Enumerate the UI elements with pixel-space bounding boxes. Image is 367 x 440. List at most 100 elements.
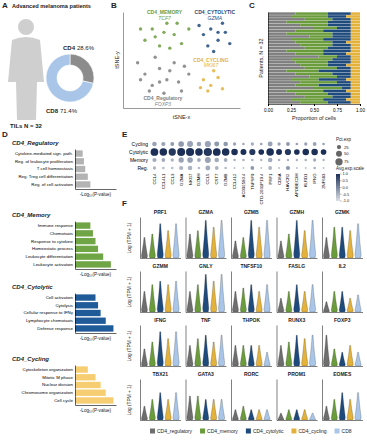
figure: ABCDEFAdvanced melanoma patientsCD428.6%… <box>0 0 367 440</box>
dot <box>268 166 272 170</box>
bar-segment <box>351 35 360 38</box>
dot <box>250 166 254 170</box>
violin <box>149 234 155 258</box>
violin-panel: TNFSF10 <box>232 263 273 313</box>
x-axis-tick: GZMA <box>179 172 184 186</box>
x-axis-title: -Log₁₀(P-value) <box>80 336 112 341</box>
bar-segment <box>351 95 360 98</box>
dot <box>205 141 211 147</box>
bar-segment <box>291 58 332 61</box>
violin <box>149 342 155 366</box>
violin-panel: GATA3 <box>186 371 227 421</box>
bar-segment <box>328 21 351 24</box>
violin <box>331 227 337 258</box>
y-axis <box>277 326 278 367</box>
violin <box>256 346 262 367</box>
bar-segment <box>268 32 286 35</box>
panel-letter: A <box>2 1 8 10</box>
bar-segment <box>342 87 351 90</box>
panel-title: PRF1 <box>154 209 167 215</box>
violin <box>157 281 163 312</box>
bar-segment <box>332 41 346 44</box>
x-axis <box>186 312 227 313</box>
x-axis-line <box>76 405 117 406</box>
dot <box>195 148 203 156</box>
violin <box>302 410 308 420</box>
dot <box>296 159 298 161</box>
tick-label: KLRD1 <box>303 173 308 187</box>
y-axis-title: Log (TPM + 1) <box>127 276 132 307</box>
violin-panel: EOMES <box>323 371 364 421</box>
bar-segment <box>337 55 351 58</box>
bar <box>75 222 90 228</box>
dot <box>187 141 193 147</box>
y-axis <box>140 272 141 313</box>
bar-segment <box>286 70 318 73</box>
bars <box>75 294 113 331</box>
dot <box>161 158 165 162</box>
title: CD4_Cycling <box>12 356 49 362</box>
bar-segment <box>351 70 360 73</box>
y-axis-tick: Cell activation <box>46 295 75 300</box>
dot <box>205 166 210 171</box>
bar-segment <box>268 75 309 78</box>
tick-label: Reg. of leukocyte proliferation <box>15 159 74 164</box>
violins <box>278 285 316 312</box>
y-axis-line <box>75 222 76 270</box>
violin <box>173 332 179 366</box>
dot <box>152 142 157 147</box>
x-axis: 0.000.250.500.751.00 <box>264 104 365 113</box>
y-axis <box>322 380 323 421</box>
bar-segment <box>332 72 350 75</box>
dot <box>249 149 255 155</box>
dot <box>223 142 228 147</box>
dot <box>240 149 246 155</box>
tick-label: Nuclear division <box>42 382 74 387</box>
bar-segment <box>332 18 350 21</box>
y-axis-tick: Cell cycle <box>54 398 75 403</box>
bar <box>75 253 103 259</box>
bar-segment <box>319 84 351 87</box>
bar-segment <box>305 18 333 21</box>
dot <box>311 149 318 156</box>
bar-segment <box>268 64 300 67</box>
x-axis-line <box>232 312 273 313</box>
bar-segment <box>286 21 327 24</box>
bar-segment <box>268 44 300 47</box>
violin <box>310 335 316 366</box>
x-axis-line <box>76 269 117 270</box>
violins <box>141 224 179 258</box>
x-axis-line <box>141 366 182 367</box>
panel-title: GZMM <box>153 263 168 269</box>
violin <box>294 220 300 258</box>
point <box>183 65 186 68</box>
tick-label: 0.00 <box>264 108 273 113</box>
violin <box>278 298 284 312</box>
violin <box>240 346 246 367</box>
bar-segment <box>332 95 350 98</box>
bar-segment <box>268 78 291 81</box>
x-axis-tick: KLRD1 <box>303 172 308 187</box>
panel-c: 0.000.250.500.751.00Proportion of cellsP… <box>258 12 365 121</box>
tick-label: Chemotaxis <box>50 231 74 236</box>
bar-segment <box>291 38 323 41</box>
x-axis-line <box>232 420 273 421</box>
dot <box>266 148 274 156</box>
bar-segment <box>351 50 360 53</box>
tick-mark <box>337 104 338 106</box>
x-axis <box>323 312 364 313</box>
violin <box>165 400 171 421</box>
x-axis <box>186 366 227 367</box>
point <box>199 86 202 89</box>
point <box>143 39 146 42</box>
x-axis-tick: CCL5 <box>205 172 210 185</box>
dot <box>198 167 201 170</box>
violin <box>240 238 246 259</box>
point <box>165 78 168 81</box>
point <box>162 31 165 34</box>
bar <box>75 310 101 316</box>
person-head <box>18 19 34 35</box>
violin <box>347 400 353 421</box>
tick-mark <box>291 104 292 106</box>
violin <box>141 238 147 259</box>
